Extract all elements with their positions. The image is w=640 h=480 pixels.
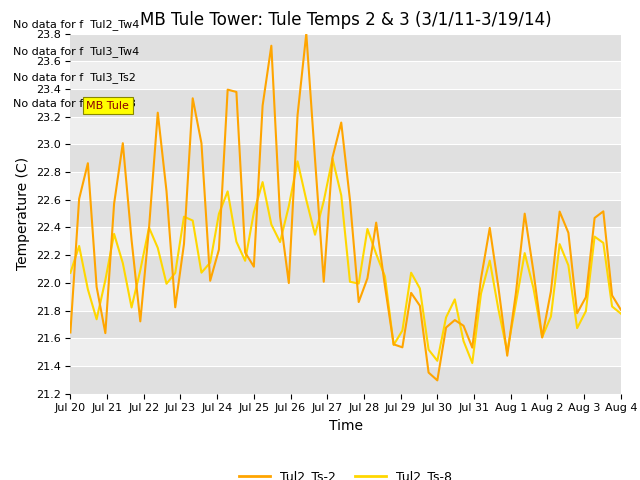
Bar xyxy=(70,144,621,172)
Bar xyxy=(70,366,621,394)
Text: MB Tule: MB Tule xyxy=(86,101,129,111)
Line: Tul2_Ts-8: Tul2_Ts-8 xyxy=(70,158,621,363)
Tul2_Ts-8 xyxy=(346,279,354,285)
Tul2_Ts-8 xyxy=(381,274,388,279)
Bar xyxy=(70,228,621,255)
Tul2_Ts-8 xyxy=(425,347,433,352)
Bar xyxy=(70,200,621,228)
Tul2_Ts-8 xyxy=(294,158,301,164)
Tul2_Ts-2 xyxy=(442,324,450,330)
Tul2_Ts-2 xyxy=(67,330,74,336)
Text: No data for f  Tul2_Tw4: No data for f Tul2_Tw4 xyxy=(13,19,139,30)
Text: No data for f  Tul3_Ts8: No data for f Tul3_Ts8 xyxy=(13,98,136,109)
Tul2_Ts-8 xyxy=(329,156,337,161)
Title: MB Tule Tower: Tule Temps 2 & 3 (3/1/11-3/19/14): MB Tule Tower: Tule Temps 2 & 3 (3/1/11-… xyxy=(140,11,552,29)
Tul2_Ts-8 xyxy=(433,358,441,364)
Tul2_Ts-8 xyxy=(67,270,74,276)
Tul2_Ts-2 xyxy=(136,319,144,324)
Tul2_Ts-2 xyxy=(294,112,301,118)
Tul2_Ts-8 xyxy=(617,311,625,316)
Bar xyxy=(70,255,621,283)
Legend: Tul2_Ts-2, Tul2_Ts-8: Tul2_Ts-2, Tul2_Ts-8 xyxy=(234,465,457,480)
Bar xyxy=(70,172,621,200)
Tul2_Ts-2 xyxy=(346,197,354,203)
Tul2_Ts-2 xyxy=(433,377,441,383)
Bar xyxy=(70,89,621,117)
Bar xyxy=(70,34,621,61)
X-axis label: Time: Time xyxy=(328,419,363,433)
Bar xyxy=(70,61,621,89)
Bar xyxy=(70,311,621,338)
Tul2_Ts-2 xyxy=(303,31,310,36)
Line: Tul2_Ts-2: Tul2_Ts-2 xyxy=(70,34,621,380)
Tul2_Ts-2 xyxy=(425,370,433,375)
Tul2_Ts-8 xyxy=(136,267,144,273)
Tul2_Ts-2 xyxy=(617,307,625,312)
Text: No data for f  Tul3_Ts2: No data for f Tul3_Ts2 xyxy=(13,72,136,83)
Bar xyxy=(70,283,621,311)
Bar xyxy=(70,117,621,144)
Text: No data for f  Tul3_Tw4: No data for f Tul3_Tw4 xyxy=(13,46,139,57)
Y-axis label: Temperature (C): Temperature (C) xyxy=(16,157,30,270)
Tul2_Ts-2 xyxy=(381,283,388,289)
Bar xyxy=(70,338,621,366)
Tul2_Ts-8 xyxy=(468,360,476,366)
